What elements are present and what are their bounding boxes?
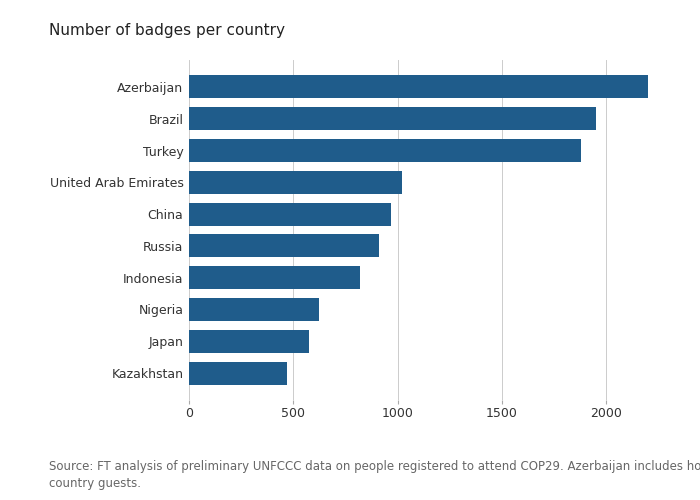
Text: Source: FT analysis of preliminary UNFCCC data on people registered to attend CO: Source: FT analysis of preliminary UNFCC… [49, 460, 700, 490]
Bar [189, 298, 319, 321]
Bar [189, 108, 596, 130]
Text: Number of badges per country: Number of badges per country [49, 22, 285, 38]
Bar [189, 330, 309, 352]
Bar [189, 171, 402, 194]
Bar [189, 139, 581, 162]
Bar [189, 234, 379, 258]
Bar [189, 202, 391, 226]
Bar [189, 266, 360, 289]
Bar [189, 76, 648, 98]
Bar [189, 362, 287, 384]
